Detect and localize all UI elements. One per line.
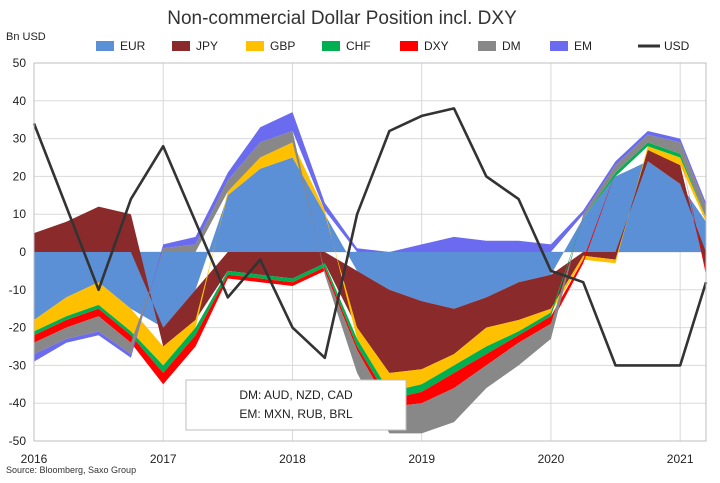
area-em [34, 112, 706, 362]
x-tick-label: 2019 [408, 452, 435, 466]
plot-frame [33, 62, 707, 442]
legend-swatch-chf [322, 41, 340, 51]
y-tick-label: -20 [9, 321, 27, 335]
stacked-areas [34, 112, 706, 434]
axes: 50 40 30 20 10 0 -10 -20 -30 -40 -50 2016 2017 2018 20… [9, 56, 707, 466]
line-usd [32, 107, 708, 367]
legend-label-usd: USD [664, 39, 690, 53]
legend: EUR JPY GBP CHF DXY DM EM USD [96, 39, 690, 53]
legend-label-dm: DM [502, 39, 521, 53]
x-tick-label: 2016 [21, 452, 48, 466]
note-box-frame [185, 379, 407, 431]
chart-title: Non-commercial Dollar Position incl. DXY [167, 8, 517, 29]
y-tick-label: -30 [9, 358, 27, 372]
x-tick-label: 2018 [279, 452, 306, 466]
legend-swatch-jpy [172, 41, 190, 51]
legend-label-jpy: JPY [196, 39, 218, 53]
x-tick-label: 2021 [667, 452, 694, 466]
legend-label-em: EM [574, 39, 592, 53]
legend-swatch-eur [96, 41, 114, 51]
x-tick-label: 2017 [150, 452, 177, 466]
y-tick-label: 0 [19, 245, 26, 259]
legend-label-eur: EUR [120, 39, 146, 53]
y-tick-label: 10 [13, 207, 27, 221]
legend-swatch-dxy [400, 41, 418, 51]
area-eur [34, 157, 706, 328]
note-box: DM: AUD, NZD, CAD EM: MXN, RUB, BRL [185, 379, 407, 431]
y-tick-label: 50 [13, 56, 27, 70]
legend-swatch-dm [478, 41, 496, 51]
usd-line [32, 107, 708, 367]
y-axis-unit: Bn USD [6, 31, 46, 43]
source-note: Source: Bloomberg, Saxo Group [6, 465, 136, 475]
legend-label-gbp: GBP [270, 39, 295, 53]
y-tick-label: -10 [9, 283, 27, 297]
y-tick-label: 30 [13, 132, 27, 146]
y-tick-label: -40 [9, 396, 27, 410]
y-tick-label: 20 [13, 169, 27, 183]
legend-swatch-em [550, 41, 568, 51]
y-tick-label: -50 [9, 434, 27, 448]
note-line-dm: DM: AUD, NZD, CAD [239, 388, 353, 402]
note-line-em: EM: MXN, RUB, BRL [239, 407, 353, 421]
x-tick-label: 2020 [538, 452, 565, 466]
legend-label-dxy: DXY [424, 39, 449, 53]
y-tick-label: 40 [13, 94, 27, 108]
legend-label-chf: CHF [346, 39, 371, 53]
legend-swatch-gbp [246, 41, 264, 51]
area-jpy [34, 149, 706, 373]
